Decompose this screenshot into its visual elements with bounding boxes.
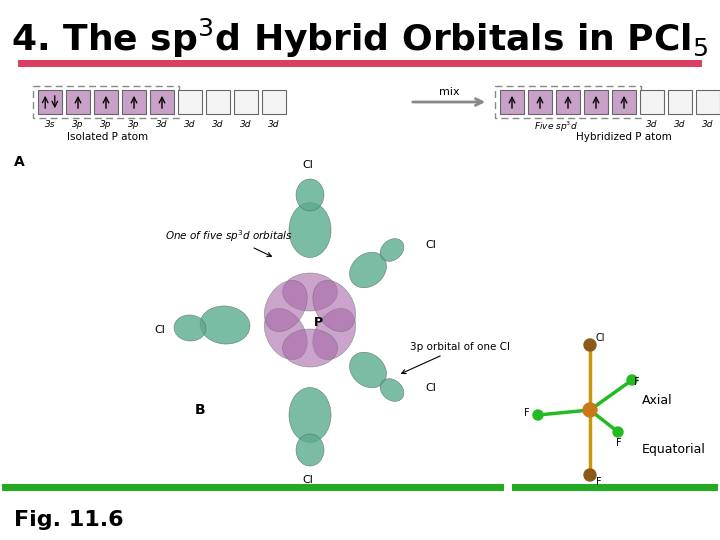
Text: Equatorial: Equatorial	[642, 443, 706, 456]
Text: 4. The sp$^3$d Hybrid Orbitals in PCl$_5$: 4. The sp$^3$d Hybrid Orbitals in PCl$_5…	[12, 16, 708, 59]
Ellipse shape	[312, 280, 356, 332]
Text: 3p: 3p	[100, 120, 112, 129]
Circle shape	[627, 375, 637, 385]
Ellipse shape	[349, 352, 387, 388]
Bar	[696, 90, 720, 114]
Text: 3d: 3d	[647, 120, 658, 129]
Bar	[556, 90, 580, 114]
Bar	[640, 90, 664, 114]
Ellipse shape	[282, 329, 338, 367]
Text: 3d: 3d	[674, 120, 685, 129]
Text: mix: mix	[438, 87, 459, 97]
Text: Five sp$^3$d: Five sp$^3$d	[534, 120, 578, 134]
Text: P: P	[313, 315, 323, 328]
Text: Cl: Cl	[302, 160, 313, 170]
Text: Fig. 11.6: Fig. 11.6	[14, 510, 124, 530]
Text: Axial: Axial	[642, 394, 672, 407]
Bar	[262, 90, 286, 114]
Circle shape	[584, 469, 596, 481]
Bar	[206, 90, 230, 114]
Bar	[584, 90, 608, 114]
Bar	[500, 90, 524, 114]
Circle shape	[613, 427, 623, 437]
Circle shape	[584, 339, 596, 351]
Text: Cl: Cl	[425, 383, 436, 393]
Bar	[512, 484, 718, 491]
Text: F: F	[524, 408, 530, 418]
Ellipse shape	[289, 202, 331, 258]
Text: B: B	[194, 403, 205, 417]
Bar	[612, 90, 636, 114]
Text: Cl: Cl	[425, 240, 436, 250]
Ellipse shape	[282, 273, 338, 311]
Text: 3p orbital of one Cl: 3p orbital of one Cl	[402, 342, 510, 374]
Ellipse shape	[380, 379, 404, 401]
Circle shape	[583, 403, 597, 417]
Ellipse shape	[312, 308, 356, 360]
Text: 3d: 3d	[156, 120, 168, 129]
Bar	[18, 60, 702, 67]
Bar	[122, 90, 146, 114]
Text: Cl: Cl	[596, 333, 606, 343]
Text: Isolated P atom: Isolated P atom	[68, 132, 148, 142]
Bar	[668, 90, 692, 114]
Bar	[2, 484, 504, 491]
Text: 3p: 3p	[72, 120, 84, 129]
Ellipse shape	[264, 280, 307, 332]
Bar	[234, 90, 258, 114]
Ellipse shape	[380, 239, 404, 261]
Ellipse shape	[289, 388, 331, 442]
Ellipse shape	[174, 315, 206, 341]
Text: 3d: 3d	[702, 120, 714, 129]
Text: Cl: Cl	[155, 325, 166, 335]
Ellipse shape	[264, 308, 307, 360]
Ellipse shape	[296, 179, 324, 211]
Text: Hybridized P atom: Hybridized P atom	[576, 132, 672, 142]
Text: One of five $sp^3d$ orbitals: One of five $sp^3d$ orbitals	[165, 228, 293, 256]
Text: 3d: 3d	[269, 120, 280, 129]
Bar	[150, 90, 174, 114]
Text: F: F	[616, 438, 621, 448]
Text: 3s: 3s	[45, 120, 55, 129]
Ellipse shape	[200, 306, 250, 344]
Text: 3p: 3p	[128, 120, 140, 129]
Bar	[528, 90, 552, 114]
Text: 3d: 3d	[212, 120, 224, 129]
Text: 3d: 3d	[184, 120, 196, 129]
Bar	[38, 90, 62, 114]
Ellipse shape	[349, 252, 387, 288]
Text: A: A	[14, 155, 24, 169]
Text: F: F	[634, 377, 639, 387]
Text: F: F	[596, 477, 602, 487]
Bar	[94, 90, 118, 114]
Ellipse shape	[296, 434, 324, 466]
Bar	[66, 90, 90, 114]
Text: 3d: 3d	[240, 120, 252, 129]
Circle shape	[533, 410, 543, 420]
Bar	[178, 90, 202, 114]
Text: Cl: Cl	[302, 475, 313, 485]
